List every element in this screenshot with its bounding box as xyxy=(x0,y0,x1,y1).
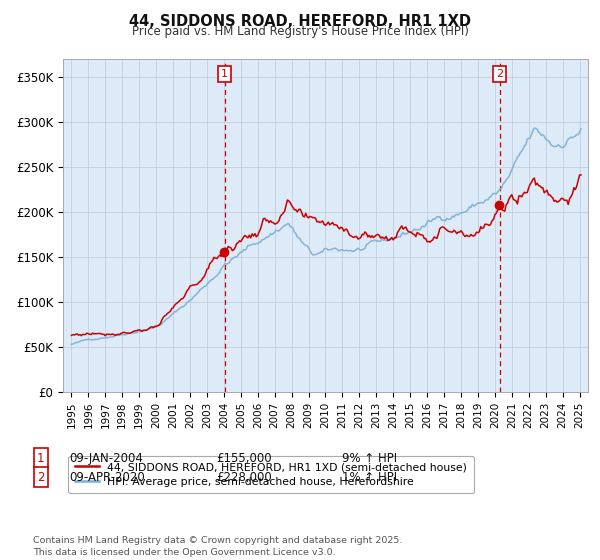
Text: 1: 1 xyxy=(37,451,44,465)
Text: 1% ↑ HPI: 1% ↑ HPI xyxy=(342,470,397,484)
Text: 1: 1 xyxy=(221,69,228,79)
Text: 44, SIDDONS ROAD, HEREFORD, HR1 1XD: 44, SIDDONS ROAD, HEREFORD, HR1 1XD xyxy=(129,14,471,29)
Text: 09-JAN-2004: 09-JAN-2004 xyxy=(69,451,143,465)
Text: 2: 2 xyxy=(496,69,503,79)
Text: 9% ↑ HPI: 9% ↑ HPI xyxy=(342,451,397,465)
Text: Contains HM Land Registry data © Crown copyright and database right 2025.
This d: Contains HM Land Registry data © Crown c… xyxy=(33,536,403,557)
Text: Price paid vs. HM Land Registry's House Price Index (HPI): Price paid vs. HM Land Registry's House … xyxy=(131,25,469,38)
Legend: 44, SIDDONS ROAD, HEREFORD, HR1 1XD (semi-detached house), HPI: Average price, s: 44, SIDDONS ROAD, HEREFORD, HR1 1XD (sem… xyxy=(68,456,474,493)
Text: £228,000: £228,000 xyxy=(216,470,272,484)
Text: 09-APR-2020: 09-APR-2020 xyxy=(69,470,145,484)
Text: 2: 2 xyxy=(37,470,44,484)
Text: £155,000: £155,000 xyxy=(216,451,272,465)
